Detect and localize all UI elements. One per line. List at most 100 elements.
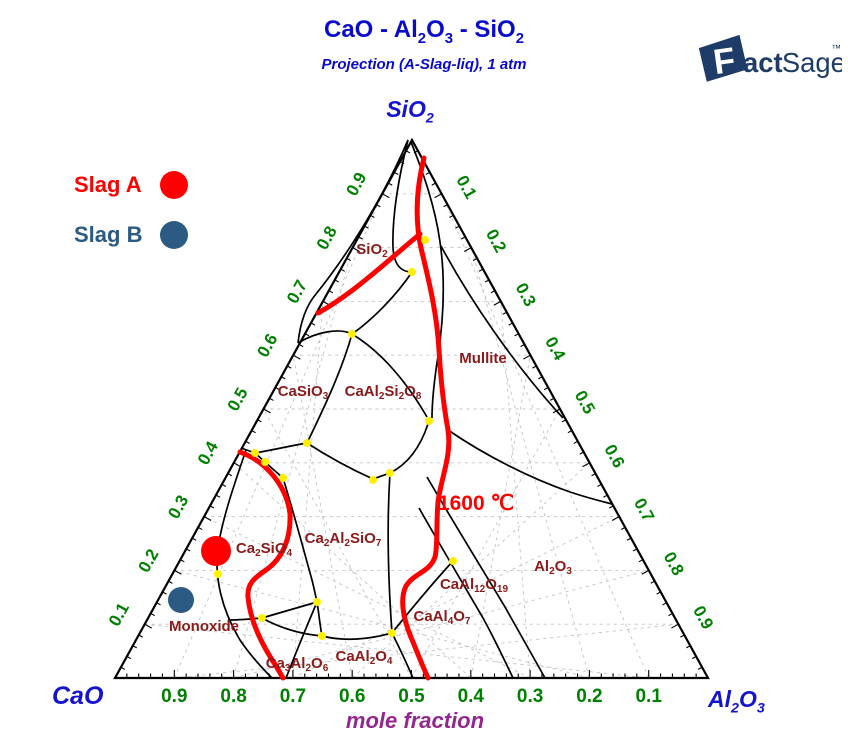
sample-point-slag-a (201, 536, 231, 566)
phase-label: Monoxide (169, 618, 239, 635)
invariant-point (421, 236, 429, 244)
right-axis-tick-label: 0.3 (512, 280, 540, 310)
isotherm-1600c-label: 1600 ℃ (438, 492, 514, 515)
bottom-axis-tick-label: 0.6 (339, 686, 365, 707)
phase-boundary (447, 429, 613, 505)
bottom-axis-tick-label: 0.3 (517, 686, 543, 707)
legend-label-slag-a: Slag A (74, 172, 142, 197)
factsage-logo-diamond (698, 34, 748, 82)
bottom-axis-tick-label: 0.1 (635, 686, 662, 707)
right-axis-tick-label: 0.4 (541, 334, 569, 364)
phase-boundary (389, 423, 429, 474)
right-axis-tick-label: 0.2 (482, 226, 510, 256)
invariant-point (348, 330, 356, 338)
isotherm-1600c-line (315, 231, 423, 316)
phase-label: SiO2 (356, 241, 388, 260)
invariant-point (425, 417, 433, 425)
phase-label: CaAl2O4 (336, 648, 393, 667)
phase-boundary (321, 632, 393, 641)
right-axis-tick-label: 0.1 (452, 172, 480, 202)
phase-boundary (440, 245, 564, 419)
phase-boundary (426, 476, 546, 679)
axis-title-mole-fraction: mole fraction (345, 708, 485, 733)
vertex-label-al2o3: Al2O3 (708, 686, 765, 717)
phase-boundary (261, 617, 323, 637)
left-axis-tick-label: 0.4 (194, 438, 222, 468)
left-axis-tick-label: 0.5 (224, 384, 252, 414)
left-axis-tick-label: 0.6 (253, 331, 281, 361)
phase-boundary (387, 472, 393, 634)
invariant-point (214, 570, 222, 578)
right-axis-tick-label: 0.6 (600, 441, 628, 471)
bottom-axis-tick-label: 0.7 (280, 686, 306, 707)
phase-boundary (306, 333, 353, 444)
phase-boundary (392, 139, 413, 273)
phase-boundary (216, 449, 273, 679)
bottom-axis-tick-label: 0.8 (220, 686, 246, 707)
sample-point-slag-b (168, 587, 194, 613)
factsage-logo-f: F (711, 41, 738, 83)
bottom-axis-tick-label: 0.2 (576, 686, 602, 707)
phase-label: Mullite (459, 350, 507, 367)
slag-b-marker-icon (160, 221, 188, 249)
invariant-point (449, 557, 457, 565)
phase-label: CaAl12O19 (440, 576, 509, 595)
right-axis-tick-label: 0.5 (571, 387, 599, 417)
isotherm-1600c-line (400, 155, 452, 681)
invariant-point (313, 598, 321, 606)
legend: Slag A Slag B (74, 170, 188, 270)
invariant-point (318, 632, 326, 640)
phase-boundary (285, 601, 318, 679)
phase-label: Ca3Al2O6 (266, 655, 329, 674)
right-axis-tick-label: 0.8 (660, 549, 688, 579)
invariant-point (251, 449, 259, 457)
right-axis-tick-label: 0.9 (689, 603, 717, 633)
phase-label: Al2O3 (534, 558, 572, 577)
invariant-point (303, 439, 311, 447)
phase-label: Ca2SiO4 (236, 540, 293, 559)
factsage-logo-sage: Sage (782, 47, 842, 78)
phase-label: CaAl4O7 (414, 608, 471, 627)
left-axis-tick-label: 0.7 (283, 277, 311, 307)
chart-subtitle: Projection (A-Slag-liq), 1 atm (321, 56, 527, 73)
phase-boundary (410, 141, 445, 419)
invariant-point (408, 268, 416, 276)
factsage-logo: F act Sage ™ (690, 28, 846, 86)
phase-label: Ca2Al2SiO7 (305, 530, 382, 549)
factsage-logo-act: act (743, 47, 783, 78)
legend-label-slag-b: Slag B (74, 222, 143, 247)
vertex-label-cao: CaO (52, 682, 104, 710)
phase-boundary (351, 333, 428, 418)
left-axis-tick-label: 0.3 (164, 492, 192, 522)
chart-title: CaO - Al2O3 - SiO2 (324, 16, 524, 47)
legend-item-slag-b: Slag B (74, 220, 188, 250)
left-axis-tick-label: 0.1 (105, 600, 133, 630)
left-axis-tick-label: 0.9 (342, 169, 370, 199)
invariant-point (386, 469, 394, 477)
left-axis-tick-label: 0.8 (313, 223, 341, 253)
left-axis-tick-label: 0.2 (135, 546, 163, 576)
phase-boundary (316, 601, 323, 637)
invariant-point (369, 476, 377, 484)
phase-boundary (297, 139, 409, 344)
vertex-label-sio2: SiO2 (386, 96, 434, 127)
legend-item-slag-a: Slag A (74, 170, 188, 200)
phase-boundary (261, 601, 318, 619)
isotherm-1600c-line (237, 449, 293, 681)
phase-boundary (254, 442, 308, 454)
slag-a-marker-icon (160, 171, 188, 199)
phase-boundary (240, 447, 284, 479)
phase-boundary (306, 442, 391, 480)
phase-label: CaAl2Si2O8 (345, 383, 422, 402)
phase-label: CaSiO3 (278, 383, 329, 402)
phase-boundary (282, 477, 318, 603)
bottom-axis-tick-label: 0.5 (398, 686, 425, 707)
phase-boundary (391, 632, 414, 679)
invariant-point (261, 458, 269, 466)
bottom-axis-tick-label: 0.4 (458, 686, 485, 707)
phase-boundary (391, 560, 454, 634)
right-axis-tick-label: 0.7 (630, 495, 658, 525)
factsage-logo-tm: ™ (831, 44, 841, 55)
